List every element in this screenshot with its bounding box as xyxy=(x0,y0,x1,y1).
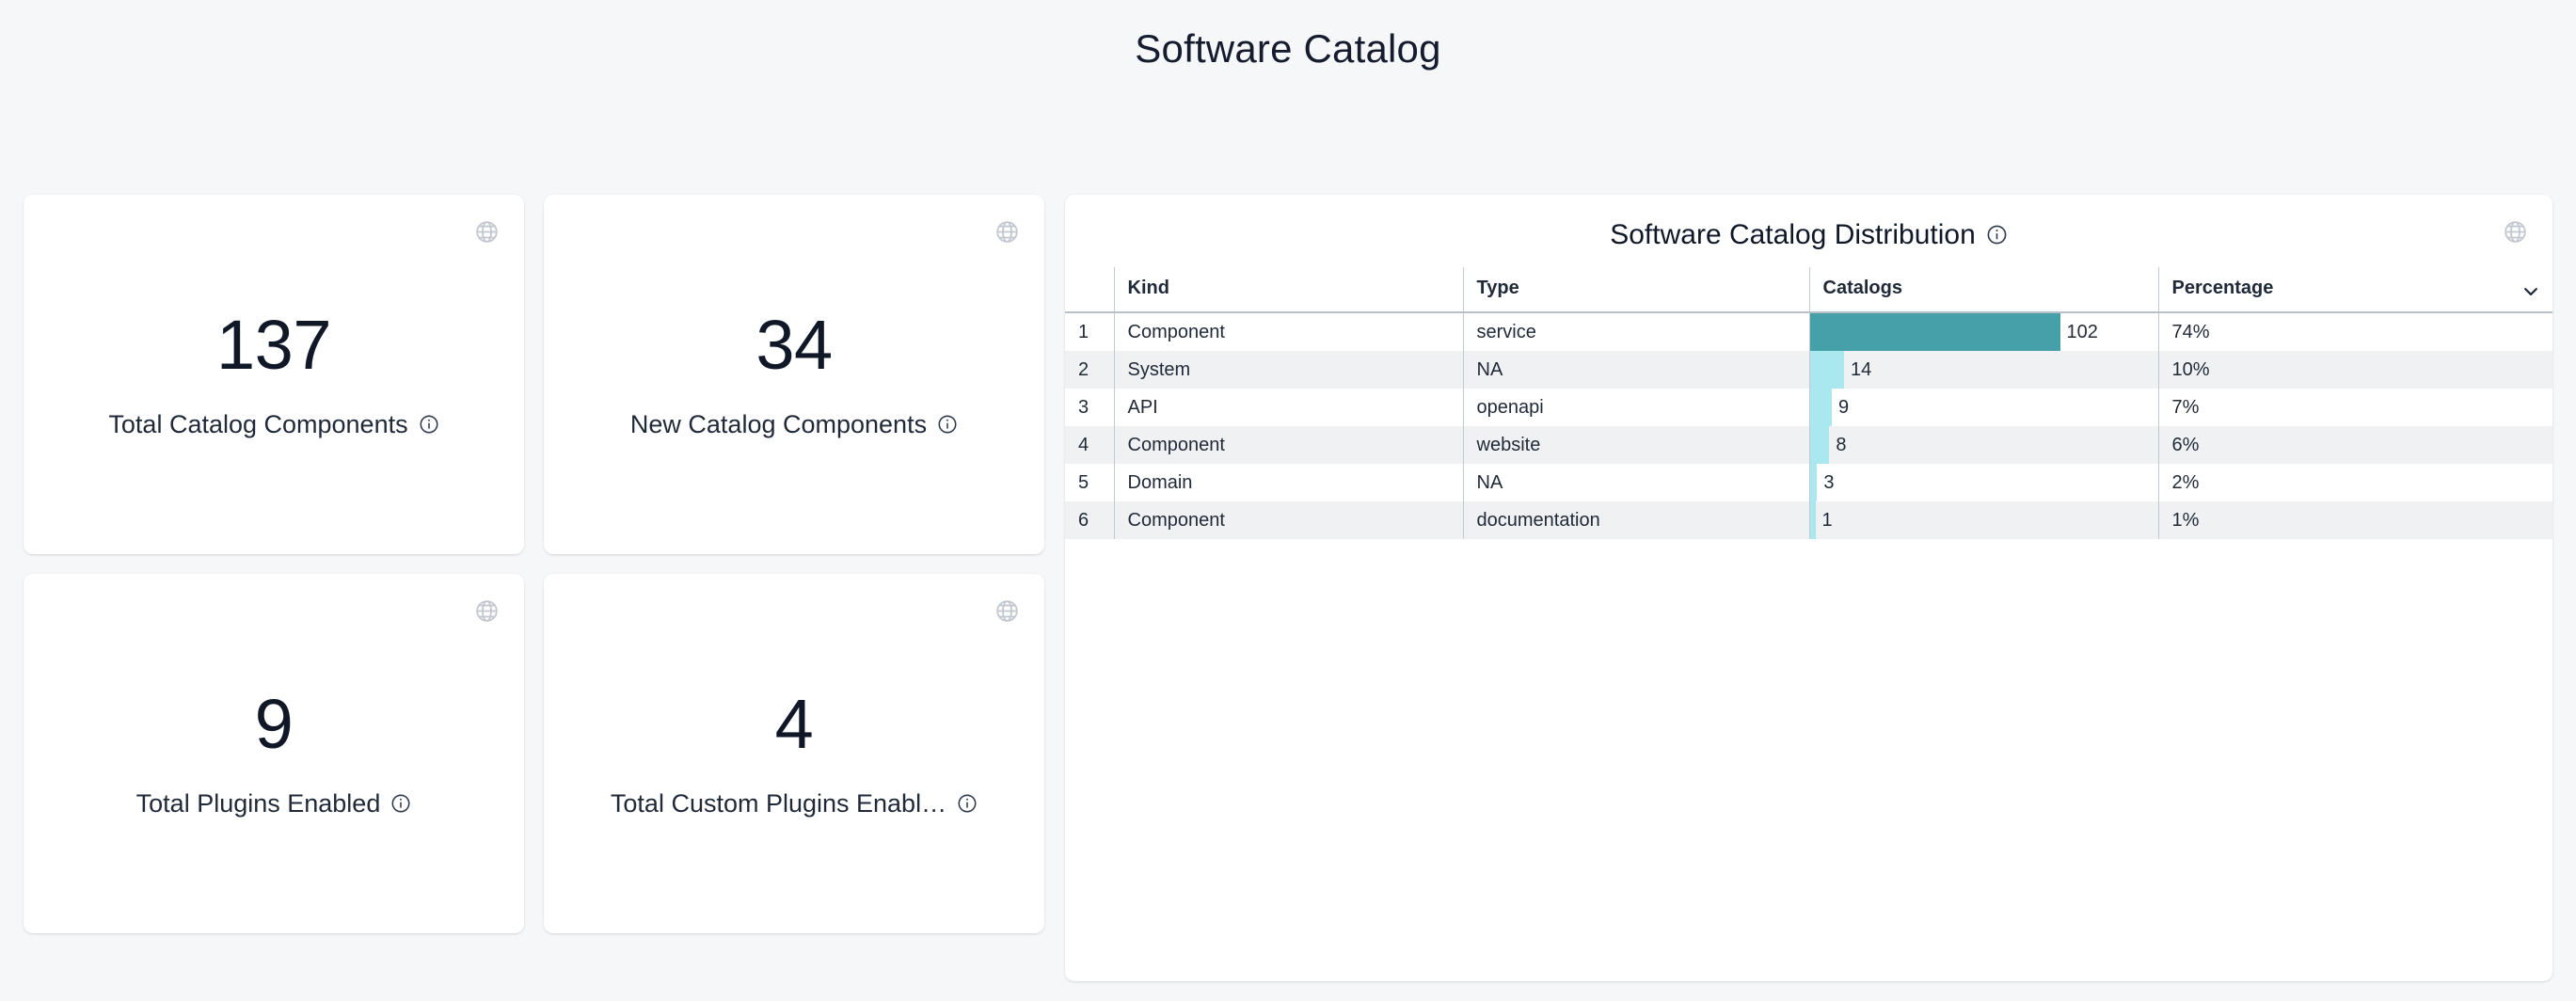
row-index: 1 xyxy=(1065,312,1114,351)
cell-catalogs: 3 xyxy=(1808,464,2158,501)
cell-percentage: 74% xyxy=(2157,312,2552,351)
kpi-label: Total Catalog Components xyxy=(108,409,408,438)
dashboard-board: 137 Total Catalog Components xyxy=(24,195,2552,981)
kpi-card-grid: 137 Total Catalog Components xyxy=(24,195,1045,981)
kpi-value: 4 xyxy=(774,684,814,763)
cell-type: openapi xyxy=(1462,389,1809,426)
kpi-label: Total Plugins Enabled xyxy=(135,788,381,818)
catalogs-value: 9 xyxy=(1837,396,1850,418)
table-body: 1 Component service 102 74% 2 System NA 14 10% 3 AP… xyxy=(1065,312,2552,539)
kpi-label: Total Custom Plugins Enabl… xyxy=(610,788,947,818)
kpi-label-row: New Catalog Components xyxy=(630,410,958,439)
cell-catalogs: 1 xyxy=(1808,501,2158,539)
catalogs-bar-wrap: 14 xyxy=(1810,351,2158,389)
software-catalog-distribution-panel: Software Catalog Distribution Kind Type … xyxy=(1065,195,2552,981)
cell-type: website xyxy=(1462,426,1809,464)
column-header-type[interactable]: Type xyxy=(1462,267,1809,313)
table-row[interactable]: 5 Domain NA 3 2% xyxy=(1065,464,2552,501)
info-icon[interactable] xyxy=(957,793,978,814)
panel-title: Software Catalog Distribution xyxy=(1610,218,1976,250)
table-row[interactable]: 6 Component documentation 1 1% xyxy=(1065,501,2552,539)
row-index: 6 xyxy=(1065,501,1114,539)
cell-catalogs: 8 xyxy=(1808,426,2158,464)
catalogs-bar xyxy=(1810,313,2060,351)
column-header-kind[interactable]: Kind xyxy=(1113,267,1463,313)
info-icon[interactable] xyxy=(1986,224,2008,246)
cell-kind: Component xyxy=(1113,501,1463,539)
catalogs-value: 8 xyxy=(1836,434,1847,455)
cell-kind: Component xyxy=(1113,312,1463,351)
globe-icon[interactable] xyxy=(2503,219,2528,245)
catalogs-bar xyxy=(1810,426,1830,464)
kpi-card-total-catalog-components[interactable]: 137 Total Catalog Components xyxy=(24,195,524,554)
kpi-row-bottom: 9 Total Plugins Enabled xyxy=(24,574,1045,933)
cell-kind: System xyxy=(1113,351,1463,389)
cell-percentage: 6% xyxy=(2157,426,2552,464)
info-icon[interactable] xyxy=(937,414,958,435)
cell-catalogs: 102 xyxy=(1808,312,2158,351)
globe-icon[interactable] xyxy=(994,219,1020,245)
column-header-catalogs[interactable]: Catalogs xyxy=(1808,267,2158,313)
cell-type: NA xyxy=(1462,464,1809,501)
kpi-value: 9 xyxy=(254,684,294,763)
catalogs-bar-wrap: 1 xyxy=(1810,501,2158,539)
cell-catalogs: 14 xyxy=(1808,351,2158,389)
row-index: 2 xyxy=(1065,351,1114,389)
cell-percentage: 10% xyxy=(2157,351,2552,389)
chevron-down-icon[interactable] xyxy=(2521,281,2540,300)
globe-icon[interactable] xyxy=(474,219,500,245)
page-title: Software Catalog xyxy=(1135,26,1441,71)
catalogs-bar-wrap: 102 xyxy=(1810,313,2158,351)
cell-kind: Component xyxy=(1113,426,1463,464)
catalogs-bar xyxy=(1810,501,1816,539)
cell-percentage: 7% xyxy=(2157,389,2552,426)
catalogs-bar xyxy=(1810,351,1844,389)
kpi-row-top: 137 Total Catalog Components xyxy=(24,195,1045,554)
cell-percentage: 1% xyxy=(2157,501,2552,539)
catalogs-bar xyxy=(1810,389,1832,426)
distribution-table: Kind Type Catalogs Percentage 1 Component… xyxy=(1065,267,2552,539)
table-row[interactable]: 2 System NA 14 10% xyxy=(1065,351,2552,389)
cell-kind: Domain xyxy=(1113,464,1463,501)
kpi-card-total-custom-plugins-enabled[interactable]: 4 Total Custom Plugins Enabl… xyxy=(544,574,1044,933)
kpi-value: 137 xyxy=(216,305,331,384)
catalogs-value: 14 xyxy=(1851,358,1872,380)
catalogs-bar xyxy=(1810,464,1818,501)
cell-catalogs: 9 xyxy=(1808,389,2158,426)
catalogs-value: 3 xyxy=(1823,471,1835,493)
kpi-card-total-plugins-enabled[interactable]: 9 Total Plugins Enabled xyxy=(24,574,524,933)
kpi-label-row: Total Catalog Components xyxy=(108,410,438,439)
column-header-percentage[interactable]: Percentage xyxy=(2157,267,2552,313)
catalogs-bar-wrap: 8 xyxy=(1810,426,2158,464)
globe-icon[interactable] xyxy=(994,598,1020,624)
kpi-card-new-catalog-components[interactable]: 34 New Catalog Components xyxy=(544,195,1044,554)
column-header-percentage-label: Percentage xyxy=(2171,278,2274,298)
catalogs-value: 1 xyxy=(1821,509,1833,531)
cell-type: service xyxy=(1462,312,1809,351)
kpi-label: New Catalog Components xyxy=(629,409,928,438)
info-icon[interactable] xyxy=(390,793,411,814)
cell-percentage: 2% xyxy=(2157,464,2552,501)
cell-type: documentation xyxy=(1462,501,1809,539)
globe-icon[interactable] xyxy=(474,598,500,624)
table-row[interactable]: 1 Component service 102 74% xyxy=(1065,312,2552,351)
table-row[interactable]: 4 Component website 8 6% xyxy=(1065,426,2552,464)
kpi-label-row: Total Plugins Enabled xyxy=(136,789,412,818)
row-index: 5 xyxy=(1065,464,1114,501)
catalogs-bar-wrap: 3 xyxy=(1810,464,2158,501)
cell-kind: API xyxy=(1113,389,1463,426)
catalogs-bar-wrap: 9 xyxy=(1810,389,2158,426)
info-icon[interactable] xyxy=(419,414,439,435)
catalogs-value: 102 xyxy=(2066,321,2098,342)
row-index: 3 xyxy=(1065,389,1114,426)
table-row[interactable]: 3 API openapi 9 7% xyxy=(1065,389,2552,426)
cell-type: NA xyxy=(1462,351,1809,389)
kpi-label-row: Total Custom Plugins Enabl… xyxy=(611,789,978,818)
column-header-index xyxy=(1065,267,1114,313)
table-header-row: Kind Type Catalogs Percentage xyxy=(1065,267,2552,313)
kpi-value: 34 xyxy=(755,305,833,384)
row-index: 4 xyxy=(1065,426,1114,464)
panel-header: Software Catalog Distribution xyxy=(1065,195,2552,267)
